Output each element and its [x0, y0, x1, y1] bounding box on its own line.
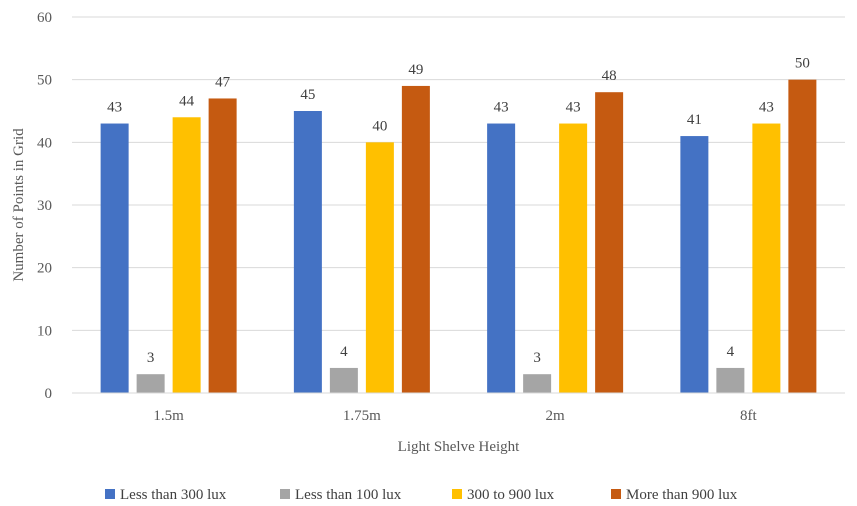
data-label: 43: [494, 100, 509, 116]
y-tick-label: 10: [37, 323, 52, 339]
bar: [293, 111, 322, 393]
bar: [136, 374, 165, 393]
legend-label: More than 900 lux: [626, 487, 738, 503]
data-label: 43: [107, 100, 122, 116]
bar: [172, 117, 201, 394]
data-label: 41: [687, 112, 702, 128]
legend-label: Less than 300 lux: [120, 487, 227, 503]
bar: [680, 136, 709, 394]
y-tick-label: 50: [37, 73, 52, 89]
bar: [208, 98, 237, 393]
data-label: 3: [533, 350, 541, 366]
legend-swatch: [105, 489, 115, 499]
bar: [401, 85, 430, 393]
x-tick-label: 8ft: [740, 408, 757, 424]
y-tick-label: 60: [37, 10, 52, 26]
legend-label: Less than 100 lux: [295, 487, 402, 503]
bar: [788, 79, 817, 394]
legend: Less than 300 lux Less than 100 lux 300 to…: [105, 487, 738, 503]
x-tick-label: 1.75m: [343, 408, 381, 424]
data-label: 4: [340, 344, 348, 360]
bar: [100, 123, 129, 394]
x-axis-title: Light Shelve Height: [398, 439, 520, 455]
data-label: 45: [300, 87, 315, 103]
data-label: 44: [179, 93, 195, 109]
data-label: 43: [759, 100, 774, 116]
y-axis-ticks: 0 10 20 30 40 50 60: [37, 10, 52, 402]
bar: [523, 374, 552, 393]
bar: [752, 123, 781, 394]
data-label: 40: [372, 118, 387, 134]
x-tick-label: 2m: [546, 408, 566, 424]
data-label: 48: [602, 68, 617, 84]
bar: [329, 367, 358, 393]
y-axis-title: Number of Points in Grid: [11, 128, 27, 282]
data-labels: 43 3 44 47 45 4 40 49 43 3 43 48 41 4 43 50: [107, 56, 810, 367]
x-tick-label: 1.5m: [153, 408, 184, 424]
bars: [100, 79, 817, 394]
bar: [559, 123, 588, 394]
data-label: 47: [215, 74, 231, 90]
bar: [595, 92, 624, 393]
data-label: 43: [566, 100, 581, 116]
legend-swatch: [452, 489, 462, 499]
gridlines: [72, 16, 845, 331]
bar: [716, 367, 745, 393]
data-label: 4: [727, 344, 735, 360]
y-tick-label: 30: [37, 198, 52, 214]
bar: [487, 123, 516, 394]
legend-swatch: [280, 489, 290, 499]
data-label: 49: [408, 62, 423, 78]
legend-label: 300 to 900 lux: [467, 487, 555, 503]
x-axis-ticks: 1.5m 1.75m 2m 8ft: [153, 408, 757, 424]
y-tick-label: 20: [37, 261, 52, 277]
bar: [365, 142, 394, 393]
legend-swatch: [611, 489, 621, 499]
data-label: 3: [147, 350, 155, 366]
data-label: 50: [795, 56, 810, 72]
y-tick-label: 40: [37, 135, 52, 151]
y-tick-label: 0: [45, 386, 53, 402]
